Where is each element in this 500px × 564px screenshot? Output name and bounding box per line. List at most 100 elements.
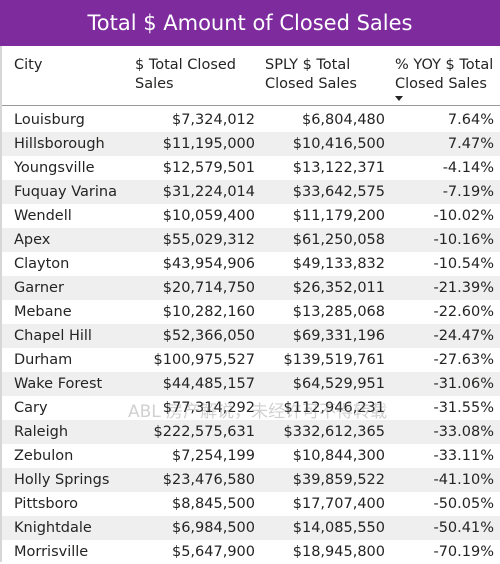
cell-yoy-total-closed-sales: -7.19% — [442, 184, 494, 200]
cell-sply-total-closed-sales: $17,707,400 — [292, 496, 385, 512]
cell-city: Louisburg — [14, 112, 85, 128]
table-body: Louisburg $7,324,012 $6,804,480 7.64% Hillsb… — [2, 108, 500, 564]
table-row[interactable]: Cary $77,314,292 $112,946,231 -31.55% — [2, 396, 500, 420]
table-row[interactable]: Wake Forest $44,485,157 $64,529,951 -31.06% — [2, 372, 500, 396]
cell-yoy-total-closed-sales: 7.47% — [447, 136, 494, 152]
table-row[interactable]: Morrisville $5,647,900 $18,945,800 -70.19% — [2, 540, 500, 564]
cell-total-closed-sales: $43,954,906 — [162, 256, 255, 272]
cell-yoy-total-closed-sales: -27.63% — [433, 352, 494, 368]
cell-city: Zebulon — [14, 448, 74, 464]
cell-city: Holly Springs — [14, 472, 110, 488]
cell-city: Durham — [14, 352, 73, 368]
cell-sply-total-closed-sales: $64,529,951 — [292, 376, 385, 392]
cell-city: Garner — [14, 280, 64, 296]
cell-total-closed-sales: $52,366,050 — [162, 328, 255, 344]
table-row[interactable]: Fuquay Varina $31,224,014 $33,642,575 -7.19… — [2, 180, 500, 204]
visual-title: Total $ Amount of Closed Sales — [0, 0, 500, 46]
table-row[interactable]: Garner $20,714,750 $26,352,011 -21.39% — [2, 276, 500, 300]
table-row[interactable]: Raleigh $222,575,631 $332,612,365 -33.08% — [2, 420, 500, 444]
cell-yoy-total-closed-sales: -31.55% — [433, 400, 494, 416]
cell-yoy-total-closed-sales: -50.05% — [433, 496, 494, 512]
cell-sply-total-closed-sales: $26,352,011 — [292, 280, 385, 296]
cell-sply-total-closed-sales: $112,946,231 — [283, 400, 385, 416]
cell-city: Raleigh — [14, 424, 69, 440]
table-row[interactable]: Pittsboro $8,845,500 $17,707,400 -50.05% — [2, 492, 500, 516]
cell-city: Wake Forest — [14, 376, 103, 392]
cell-yoy-total-closed-sales: -70.19% — [433, 544, 494, 560]
cell-total-closed-sales: $100,975,527 — [153, 352, 255, 368]
cell-city: Youngsville — [14, 160, 95, 176]
cell-yoy-total-closed-sales: -31.06% — [433, 376, 494, 392]
cell-city: Pittsboro — [14, 496, 78, 512]
cell-city: Morrisville — [14, 544, 89, 560]
cell-city: Hillsborough — [14, 136, 105, 152]
table-row[interactable]: Chapel Hill $52,366,050 $69,331,196 -24.47% — [2, 324, 500, 348]
cell-total-closed-sales: $6,984,500 — [171, 520, 255, 536]
cell-sply-total-closed-sales: $10,844,300 — [292, 448, 385, 464]
cell-yoy-total-closed-sales: -22.60% — [433, 304, 494, 320]
table-row[interactable]: Louisburg $7,324,012 $6,804,480 7.64% — [2, 108, 500, 132]
cell-sply-total-closed-sales: $14,085,550 — [292, 520, 385, 536]
cell-sply-total-closed-sales: $61,250,058 — [292, 232, 385, 248]
cell-city: Clayton — [14, 256, 70, 272]
cell-sply-total-closed-sales: $139,519,761 — [283, 352, 385, 368]
table-header: City $ Total Closed Sales SPLY $ Total C… — [2, 46, 500, 106]
table-row[interactable]: Youngsville $12,579,501 $13,122,371 -4.14% — [2, 156, 500, 180]
cell-sply-total-closed-sales: $6,804,480 — [301, 112, 385, 128]
cell-yoy-total-closed-sales: 7.64% — [447, 112, 494, 128]
cell-total-closed-sales: $31,224,014 — [162, 184, 255, 200]
table-row[interactable]: Durham $100,975,527 $139,519,761 -27.63% — [2, 348, 500, 372]
table-row[interactable]: Clayton $43,954,906 $49,133,832 -10.54% — [2, 252, 500, 276]
cell-total-closed-sales: $5,647,900 — [171, 544, 255, 560]
cell-total-closed-sales: $77,314,292 — [162, 400, 255, 416]
table-row[interactable]: Apex $55,029,312 $61,250,058 -10.16% — [2, 228, 500, 252]
cell-yoy-total-closed-sales: -33.11% — [433, 448, 494, 464]
column-header-sply-total-closed-sales[interactable]: SPLY $ Total Closed Sales — [265, 57, 357, 92]
cell-city: Fuquay Varina — [14, 184, 117, 200]
cell-sply-total-closed-sales: $10,416,500 — [292, 136, 385, 152]
cell-city: Wendell — [14, 208, 72, 224]
cell-yoy-total-closed-sales: -10.54% — [433, 256, 494, 272]
sales-table: City $ Total Closed Sales SPLY $ Total C… — [0, 46, 500, 564]
cell-total-closed-sales: $7,254,199 — [171, 448, 255, 464]
cell-yoy-total-closed-sales: -21.39% — [433, 280, 494, 296]
table-row[interactable]: Zebulon $7,254,199 $10,844,300 -33.11% — [2, 444, 500, 468]
cell-city: Chapel Hill — [14, 328, 92, 344]
cell-sply-total-closed-sales: $11,179,200 — [292, 208, 385, 224]
cell-sply-total-closed-sales: $33,642,575 — [292, 184, 385, 200]
table-row[interactable]: Hillsborough $11,195,000 $10,416,500 7.47% — [2, 132, 500, 156]
cell-total-closed-sales: $10,282,160 — [162, 304, 255, 320]
cell-total-closed-sales: $20,714,750 — [162, 280, 255, 296]
table-row[interactable]: Mebane $10,282,160 $13,285,068 -22.60% — [2, 300, 500, 324]
cell-sply-total-closed-sales: $13,285,068 — [292, 304, 385, 320]
column-header-city[interactable]: City — [14, 57, 43, 73]
cell-total-closed-sales: $44,485,157 — [162, 376, 255, 392]
cell-city: Cary — [14, 400, 48, 416]
cell-total-closed-sales: $55,029,312 — [162, 232, 255, 248]
cell-city: Mebane — [14, 304, 72, 320]
cell-total-closed-sales: $10,059,400 — [162, 208, 255, 224]
cell-total-closed-sales: $7,324,012 — [171, 112, 255, 128]
cell-city: Apex — [14, 232, 51, 248]
cell-sply-total-closed-sales: $18,945,800 — [292, 544, 385, 560]
cell-sply-total-closed-sales: $332,612,365 — [283, 424, 385, 440]
cell-total-closed-sales: $11,195,000 — [162, 136, 255, 152]
cell-total-closed-sales: $8,845,500 — [171, 496, 255, 512]
cell-sply-total-closed-sales: $39,859,522 — [292, 472, 385, 488]
table-row[interactable]: Holly Springs $23,476,580 $39,859,522 -41.1… — [2, 468, 500, 492]
cell-yoy-total-closed-sales: -50.41% — [433, 520, 494, 536]
cell-sply-total-closed-sales: $69,331,196 — [292, 328, 385, 344]
table-row[interactable]: Wendell $10,059,400 $11,179,200 -10.02% — [2, 204, 500, 228]
cell-sply-total-closed-sales: $13,122,371 — [292, 160, 385, 176]
table-row[interactable]: Knightdale $6,984,500 $14,085,550 -50.41% — [2, 516, 500, 540]
cell-yoy-total-closed-sales: -4.14% — [442, 160, 494, 176]
cell-yoy-total-closed-sales: -24.47% — [433, 328, 494, 344]
cell-sply-total-closed-sales: $49,133,832 — [292, 256, 385, 272]
cell-total-closed-sales: $12,579,501 — [162, 160, 255, 176]
column-header-total-closed-sales[interactable]: $ Total Closed Sales — [135, 57, 237, 92]
cell-yoy-total-closed-sales: -33.08% — [433, 424, 494, 440]
cell-yoy-total-closed-sales: -41.10% — [433, 472, 494, 488]
sort-descending-icon[interactable] — [395, 96, 403, 101]
cell-yoy-total-closed-sales: -10.16% — [433, 232, 494, 248]
column-header-yoy-total-closed-sales[interactable]: % YOY $ Total Closed Sales — [395, 57, 494, 92]
